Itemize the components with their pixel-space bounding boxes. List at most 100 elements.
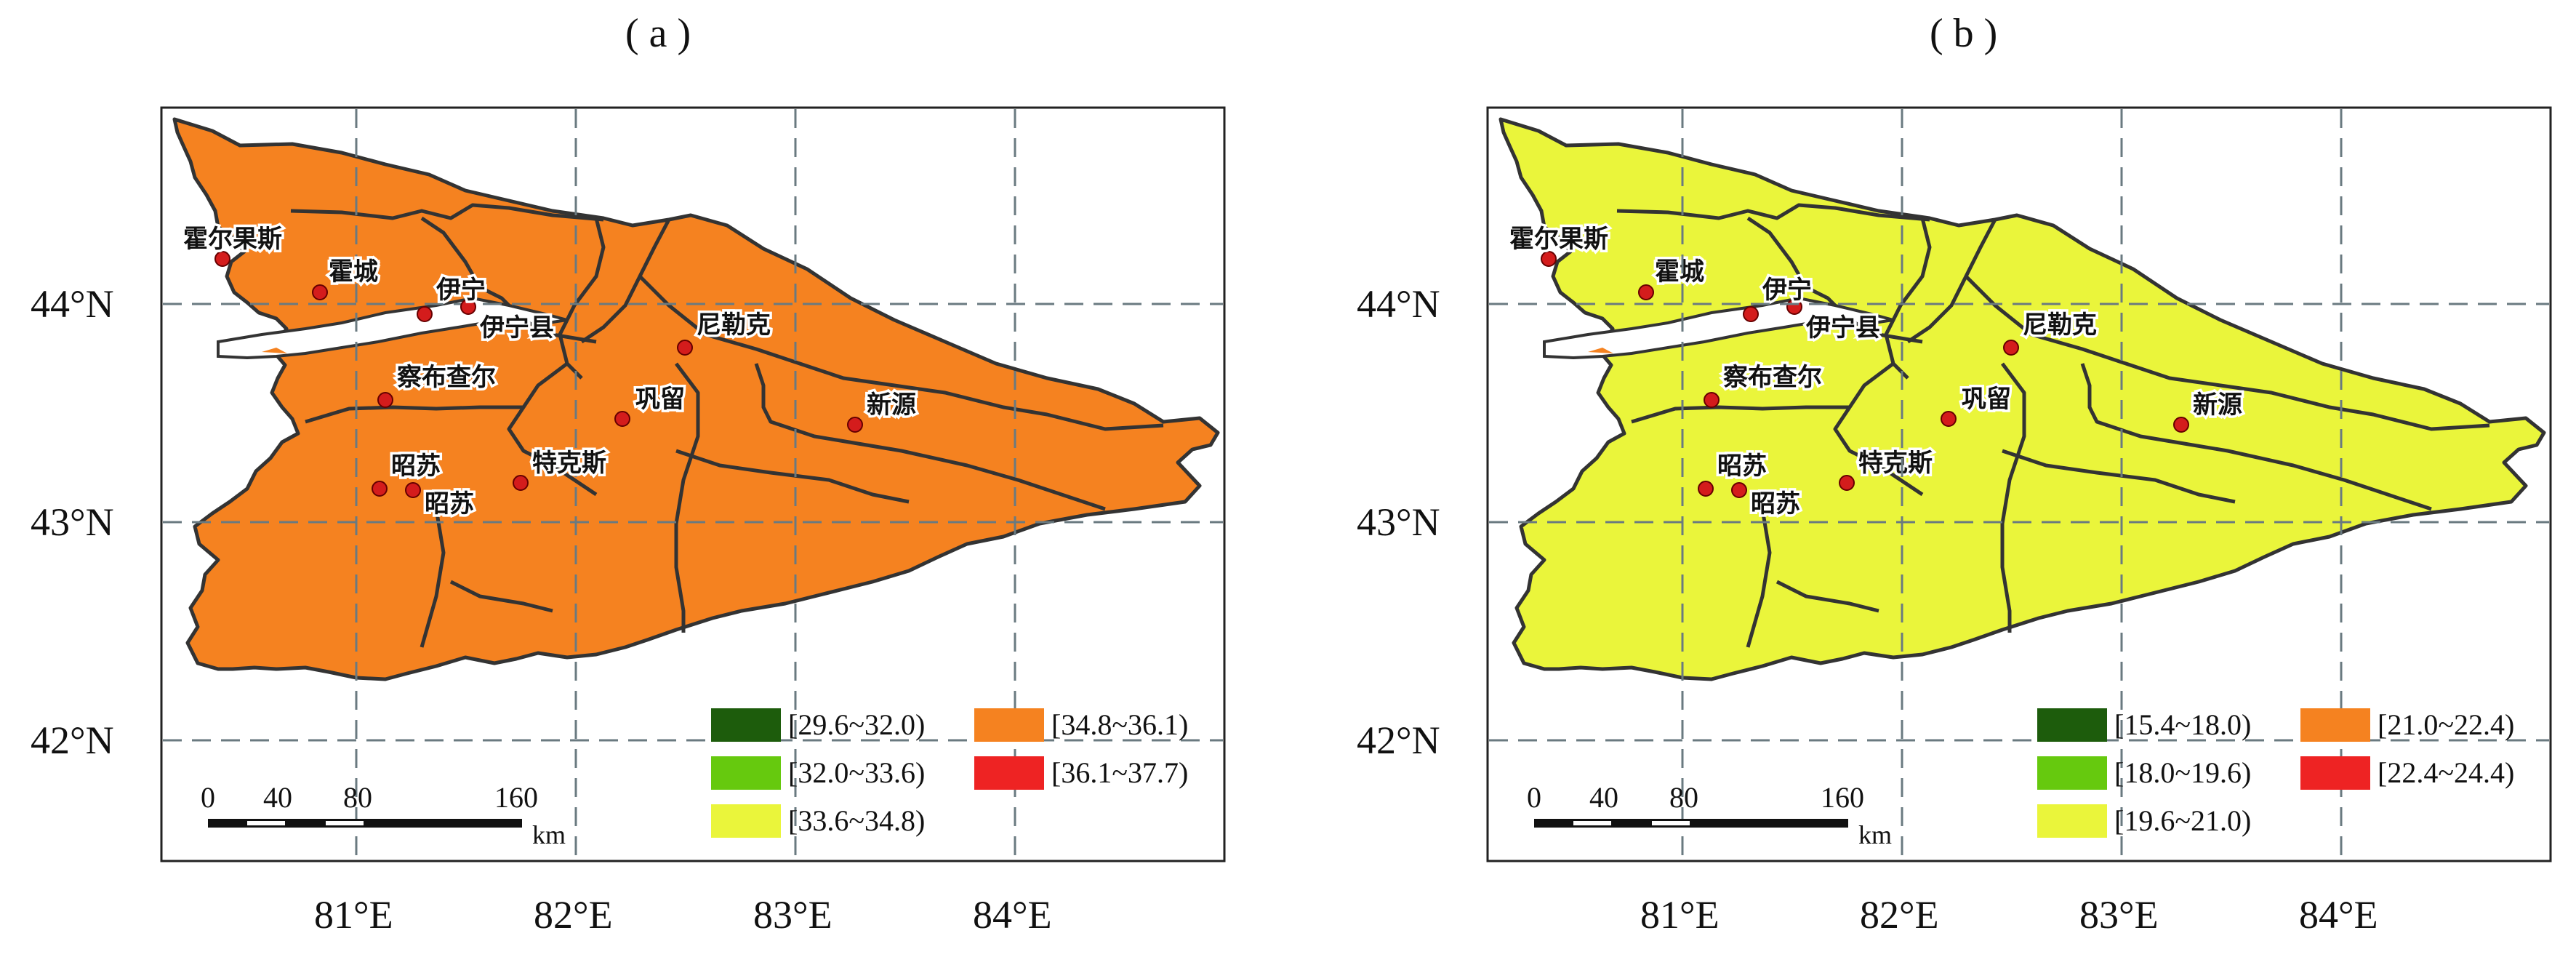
station-label: 新源 — [867, 391, 916, 420]
station-marker — [312, 284, 328, 300]
legend: [29.6~32.0) [32.0~33.6) [33.6~34.8) [34.… — [711, 708, 1188, 838]
station-label: 伊宁县 — [479, 313, 554, 343]
legend-swatch — [711, 708, 781, 742]
map-figure: 霍尔果斯 霍城 伊宁 伊宁县 尼勒克 察布查尔 巩留 新源 昭苏 昭苏 特克斯 … — [31, 106, 1226, 937]
lon-tick-label: 81°E — [314, 893, 393, 937]
station-marker — [1704, 392, 1720, 408]
panel-label: (a) — [625, 11, 702, 56]
lat-tick-label: 42°N — [1357, 718, 1440, 762]
panel-label: (b) — [1930, 11, 2008, 56]
station-label: 昭苏 — [391, 452, 441, 481]
station-label: 尼勒克 — [697, 311, 771, 340]
lat-tick-label: 42°N — [31, 718, 114, 762]
station-label: 霍尔果斯 — [1509, 225, 1608, 254]
scale-bar: 0 40 80 160 km — [201, 781, 566, 849]
legend-label: [34.8~36.1) — [1051, 708, 1188, 741]
axis-labels: 81°E 82°E 83°E 84°E 44°N 43°N 42°N — [1357, 282, 2378, 937]
station-label: 新源 — [2193, 391, 2242, 420]
station-marker — [377, 392, 393, 408]
station-label: 察布查尔 — [1723, 363, 1822, 392]
station-label: 巩留 — [1962, 385, 2011, 414]
station-labels: 霍尔果斯 霍城 伊宁 伊宁县 尼勒克 察布查尔 巩留 新源 昭苏 昭苏 特克斯 — [1507, 223, 2245, 521]
legend-label: [21.0~22.4) — [2378, 708, 2514, 741]
station-marker — [214, 251, 230, 267]
scale-unit: km — [532, 820, 566, 849]
station-label: 伊宁 — [436, 276, 486, 305]
station-label: 巩留 — [635, 385, 685, 414]
station-label: 特克斯 — [532, 449, 606, 478]
station-marker — [1941, 411, 1957, 427]
station-marker — [417, 306, 433, 322]
station-label: 尼勒克 — [2023, 311, 2097, 340]
lat-tick-label: 43°N — [1357, 500, 1440, 544]
scale-unit: km — [1858, 820, 1892, 849]
map-panel-a: (a) — [31, 11, 1226, 937]
legend-swatch — [974, 756, 1044, 790]
scale-tick: 0 — [201, 781, 215, 814]
legend-label: [19.6~21.0) — [2114, 804, 2251, 837]
legend-label: [36.1~37.7) — [1051, 756, 1188, 789]
scale-tick: 80 — [343, 781, 372, 814]
station-label: 霍尔果斯 — [183, 225, 282, 254]
map-frame — [1486, 106, 2552, 862]
station-label: 昭苏 — [1751, 489, 1800, 518]
station-marker — [460, 299, 476, 315]
legend: [15.4~18.0) [18.0~19.6) [19.6~21.0) [21.… — [2037, 708, 2514, 838]
station-marker — [513, 475, 529, 491]
map-panel-b: (b) — [1288, 0, 2576, 973]
station-marker — [677, 340, 693, 356]
axis-labels: 81°E 82°E 83°E 84°E 44°N 43°N 42°N — [31, 282, 1052, 937]
lat-tick-label: 44°N — [1357, 282, 1440, 326]
scale-tick: 160 — [494, 781, 538, 814]
station-marker — [405, 482, 421, 498]
station-marker — [847, 417, 863, 433]
station-markers — [1541, 251, 2189, 498]
station-marker — [1541, 251, 1557, 267]
station-labels: 霍尔果斯 霍城 伊宁 伊宁县 尼勒克 察布查尔 巩留 新源 昭苏 昭苏 特克斯 — [181, 223, 919, 521]
lat-tick-label: 43°N — [31, 500, 114, 544]
lon-tick-label: 83°E — [2079, 893, 2159, 937]
station-marker — [1839, 475, 1855, 491]
station-marker — [1743, 306, 1759, 322]
station-label: 昭苏 — [425, 489, 474, 518]
legend-label: [33.6~34.8) — [788, 804, 925, 837]
station-marker — [2173, 417, 2189, 433]
station-marker — [372, 481, 388, 497]
lon-tick-label: 81°E — [1640, 893, 1720, 937]
station-marker — [2003, 340, 2019, 356]
scale-tick: 80 — [1669, 781, 1698, 814]
legend-label: [18.0~19.6) — [2114, 756, 2251, 789]
scale-tick: 40 — [1589, 781, 1618, 814]
legend-swatch — [2037, 804, 2107, 838]
legend-label: [22.4~24.4) — [2378, 756, 2514, 789]
scale-tick: 0 — [1527, 781, 1541, 814]
station-label: 察布查尔 — [397, 363, 496, 392]
station-label: 霍城 — [1655, 257, 1704, 287]
legend-swatch — [2300, 708, 2370, 742]
legend-swatch — [711, 756, 781, 790]
legend-swatch — [974, 708, 1044, 742]
lon-tick-label: 84°E — [2299, 893, 2378, 937]
county-borders — [1616, 203, 2490, 648]
lon-tick-label: 82°E — [534, 893, 613, 937]
legend-swatch — [2037, 756, 2107, 790]
station-label: 昭苏 — [1717, 452, 1767, 481]
station-label: 特克斯 — [1858, 449, 1933, 478]
station-marker — [614, 411, 630, 427]
lon-tick-label: 82°E — [1860, 893, 1939, 937]
station-marker — [1731, 482, 1747, 498]
lon-tick-label: 83°E — [753, 893, 832, 937]
map-frame — [160, 106, 1226, 862]
legend-label: [29.6~32.0) — [788, 708, 925, 741]
station-label: 伊宁 — [1762, 276, 1812, 305]
scale-bar: 0 40 80 160 km — [1527, 781, 1892, 849]
legend-label: [15.4~18.0) — [2114, 708, 2251, 741]
lat-tick-label: 44°N — [31, 282, 114, 326]
station-marker — [1698, 481, 1714, 497]
legend-swatch — [2300, 756, 2370, 790]
scale-tick: 160 — [1821, 781, 1864, 814]
station-label: 霍城 — [329, 257, 378, 287]
legend-label: [32.0~33.6) — [788, 756, 925, 789]
county-borders — [290, 203, 1164, 648]
station-marker — [1638, 284, 1654, 300]
